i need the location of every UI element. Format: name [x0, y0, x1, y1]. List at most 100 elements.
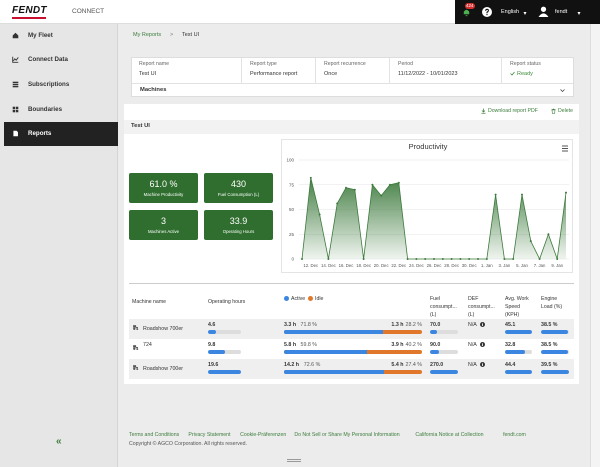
active-fill	[284, 350, 367, 354]
copyright: Copyright © AGCO Corporation. All rights…	[129, 441, 247, 447]
download-pdf[interactable]: Download report PDF	[488, 108, 538, 114]
point	[362, 258, 365, 260]
x-tick-label: 16. Dec	[339, 263, 355, 268]
y-tick-label: 75	[289, 182, 295, 187]
bell-icon	[462, 8, 471, 17]
info-icon	[480, 342, 485, 347]
nav-label[interactable]: Boundaries	[28, 106, 63, 113]
bar-fill	[505, 350, 525, 354]
footer-link[interactable]: Do Not Sell or Share My Personal Informa…	[294, 432, 400, 438]
nav-icon	[12, 106, 19, 113]
info-icon	[480, 362, 485, 367]
kpi-tile: 61.0 % Machine Productivity	[129, 173, 198, 203]
kpi-tile: 430 Fuel Consumption (L)	[204, 173, 273, 203]
nav-label[interactable]: Connect Data	[28, 56, 68, 63]
column-header: Machine name	[132, 299, 167, 305]
idle-group: 1.3 h 28.2 %	[384, 322, 422, 328]
nav-item[interactable]: My Fleet	[4, 24, 118, 48]
breadcrumb-link[interactable]: My Reports	[133, 32, 162, 38]
kpi-label: Machine Productivity	[143, 192, 184, 197]
idle-pct: 27.4 %	[405, 362, 423, 368]
field-label: Report recurrence	[324, 61, 366, 67]
point	[556, 258, 559, 260]
nav-icon	[12, 56, 19, 63]
def-value: N/A	[468, 322, 477, 328]
legend-label: Active	[291, 296, 306, 302]
chart-title: Productivity	[409, 142, 448, 151]
section-band	[124, 120, 579, 134]
x-tick-label: 20. Dec	[374, 263, 390, 268]
nav-item[interactable]: Connect Data	[4, 48, 118, 72]
delete[interactable]: Delete	[558, 108, 573, 114]
point	[380, 194, 383, 197]
point	[336, 202, 339, 205]
nav-item[interactable]: Subscriptions	[4, 73, 118, 97]
active-hours: 14.2 h	[284, 362, 300, 368]
download-icon-glyph	[481, 108, 486, 114]
footer-link[interactable]: Terms and Conditions	[129, 432, 180, 438]
notification-badge[interactable]: 424	[465, 3, 475, 9]
fuel-value: 70.0	[430, 322, 441, 328]
nav-item[interactable]: Boundaries	[4, 98, 118, 122]
user-name[interactable]: fendt	[555, 9, 568, 15]
nav-item[interactable]: Reports	[4, 122, 118, 146]
nav-label[interactable]: My Fleet	[28, 32, 53, 39]
point	[477, 258, 479, 260]
tractor-icon-glyph	[133, 325, 139, 330]
field-label: Report name	[139, 61, 169, 67]
caret	[577, 11, 581, 15]
caret	[523, 11, 527, 15]
language[interactable]: English	[501, 9, 520, 15]
machine-name: Roadshow 700er	[143, 326, 184, 332]
bar-track	[208, 350, 241, 354]
divider	[501, 58, 502, 83]
collapse-button[interactable]: «	[56, 436, 62, 447]
active-fill	[284, 370, 385, 374]
table-rule	[129, 283, 574, 284]
x-tick-label: 18. Dec	[356, 263, 372, 268]
app-name: CONNECT	[72, 8, 105, 15]
footer-link[interactable]: Cookie-Präferenzen	[240, 432, 287, 438]
bar-track	[430, 350, 458, 354]
column-header: Operating hours	[208, 299, 246, 305]
machines-toggle[interactable]: Machines	[140, 87, 167, 93]
def-value: N/A	[468, 342, 477, 348]
footer-link[interactable]: Privacy Statement	[188, 432, 231, 438]
bar-track	[541, 350, 569, 354]
nav-icon-glyph	[13, 130, 18, 137]
point	[459, 258, 462, 260]
footer-link[interactable]: California Notice at Collection	[415, 432, 484, 438]
nav-label[interactable]: Subscriptions	[28, 81, 70, 88]
x-tick-label: 5. Jan	[516, 263, 528, 268]
def-value: N/A	[468, 362, 477, 368]
y-tick-label: 25	[289, 232, 295, 237]
x-tick-label: 30. Dec	[462, 263, 478, 268]
x-tick-label: 7. Jan	[534, 263, 546, 268]
fuel-value: 270.0	[430, 362, 444, 368]
chevron-glyph	[560, 89, 565, 92]
kpi-label: Machines Active	[147, 229, 180, 234]
legend-dot	[308, 296, 313, 301]
point	[547, 233, 550, 236]
bar-fill	[430, 370, 458, 374]
point	[512, 258, 515, 260]
x-tick-label: 1. Jan	[481, 263, 493, 268]
nav-icon-glyph	[12, 32, 19, 39]
kpi-value: 61.0 %	[149, 179, 178, 189]
x-tick-label: 24. Dec	[409, 263, 425, 268]
caret-glyph	[577, 12, 581, 15]
bar-track	[208, 330, 241, 334]
footer-link[interactable]: fendt.com	[503, 432, 526, 438]
tractor-icon	[132, 324, 139, 330]
x-tick-label: 14. Dec	[321, 263, 337, 268]
bar-fill	[430, 330, 438, 334]
nav-label[interactable]: Reports	[28, 130, 52, 137]
bar-fill	[208, 330, 216, 334]
user-icon-glyph	[538, 6, 549, 17]
bar-track	[505, 370, 532, 374]
active-hours: 5.8 h	[284, 342, 297, 348]
x-tick-label: 22. Dec	[391, 263, 407, 268]
idle-hours: 1.3 h	[391, 322, 404, 328]
kpi-label: Operating Hours	[222, 229, 255, 234]
